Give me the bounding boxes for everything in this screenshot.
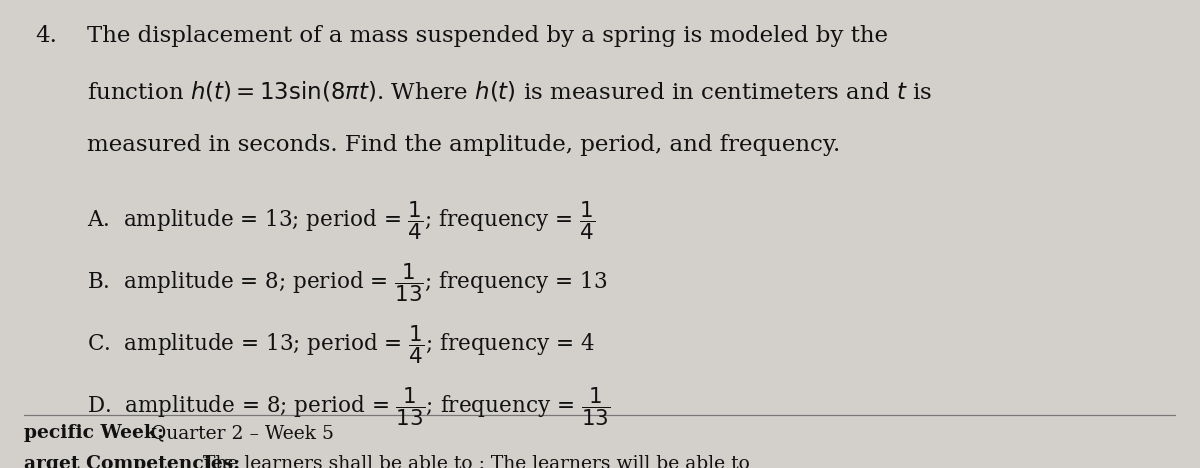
Text: 4.: 4. [36, 25, 58, 47]
Text: B.  amplitude = 8; period = $\dfrac{1}{13}$; frequency = 13: B. amplitude = 8; period = $\dfrac{1}{13… [88, 262, 607, 304]
Text: measured in seconds. Find the amplitude, period, and frequency.: measured in seconds. Find the amplitude,… [88, 133, 841, 155]
Text: The displacement of a mass suspended by a spring is modeled by the: The displacement of a mass suspended by … [88, 25, 888, 47]
Text: arget Competencies:: arget Competencies: [24, 455, 240, 468]
Text: function $h(t) = 13\sin(8\pi t)$. Where $h(t)$ is measured in centimeters and $t: function $h(t) = 13\sin(8\pi t)$. Where … [88, 80, 932, 103]
Text: A.  amplitude = 13; period = $\dfrac{1}{4}$; frequency = $\dfrac{1}{4}$: A. amplitude = 13; period = $\dfrac{1}{4… [88, 199, 595, 242]
Text: pecific Week:: pecific Week: [24, 424, 164, 442]
Text: C.  amplitude = 13; period = $\dfrac{1}{4}$; frequency = 4: C. amplitude = 13; period = $\dfrac{1}{4… [88, 323, 595, 366]
Text: D.  amplitude = 8; period = $\dfrac{1}{13}$; frequency = $\dfrac{1}{13}$: D. amplitude = 8; period = $\dfrac{1}{13… [88, 385, 611, 428]
Text: The learners shall be able to : The learners will be able to: The learners shall be able to : The lear… [197, 455, 750, 468]
Text: Quarter 2 – Week 5: Quarter 2 – Week 5 [145, 424, 334, 442]
